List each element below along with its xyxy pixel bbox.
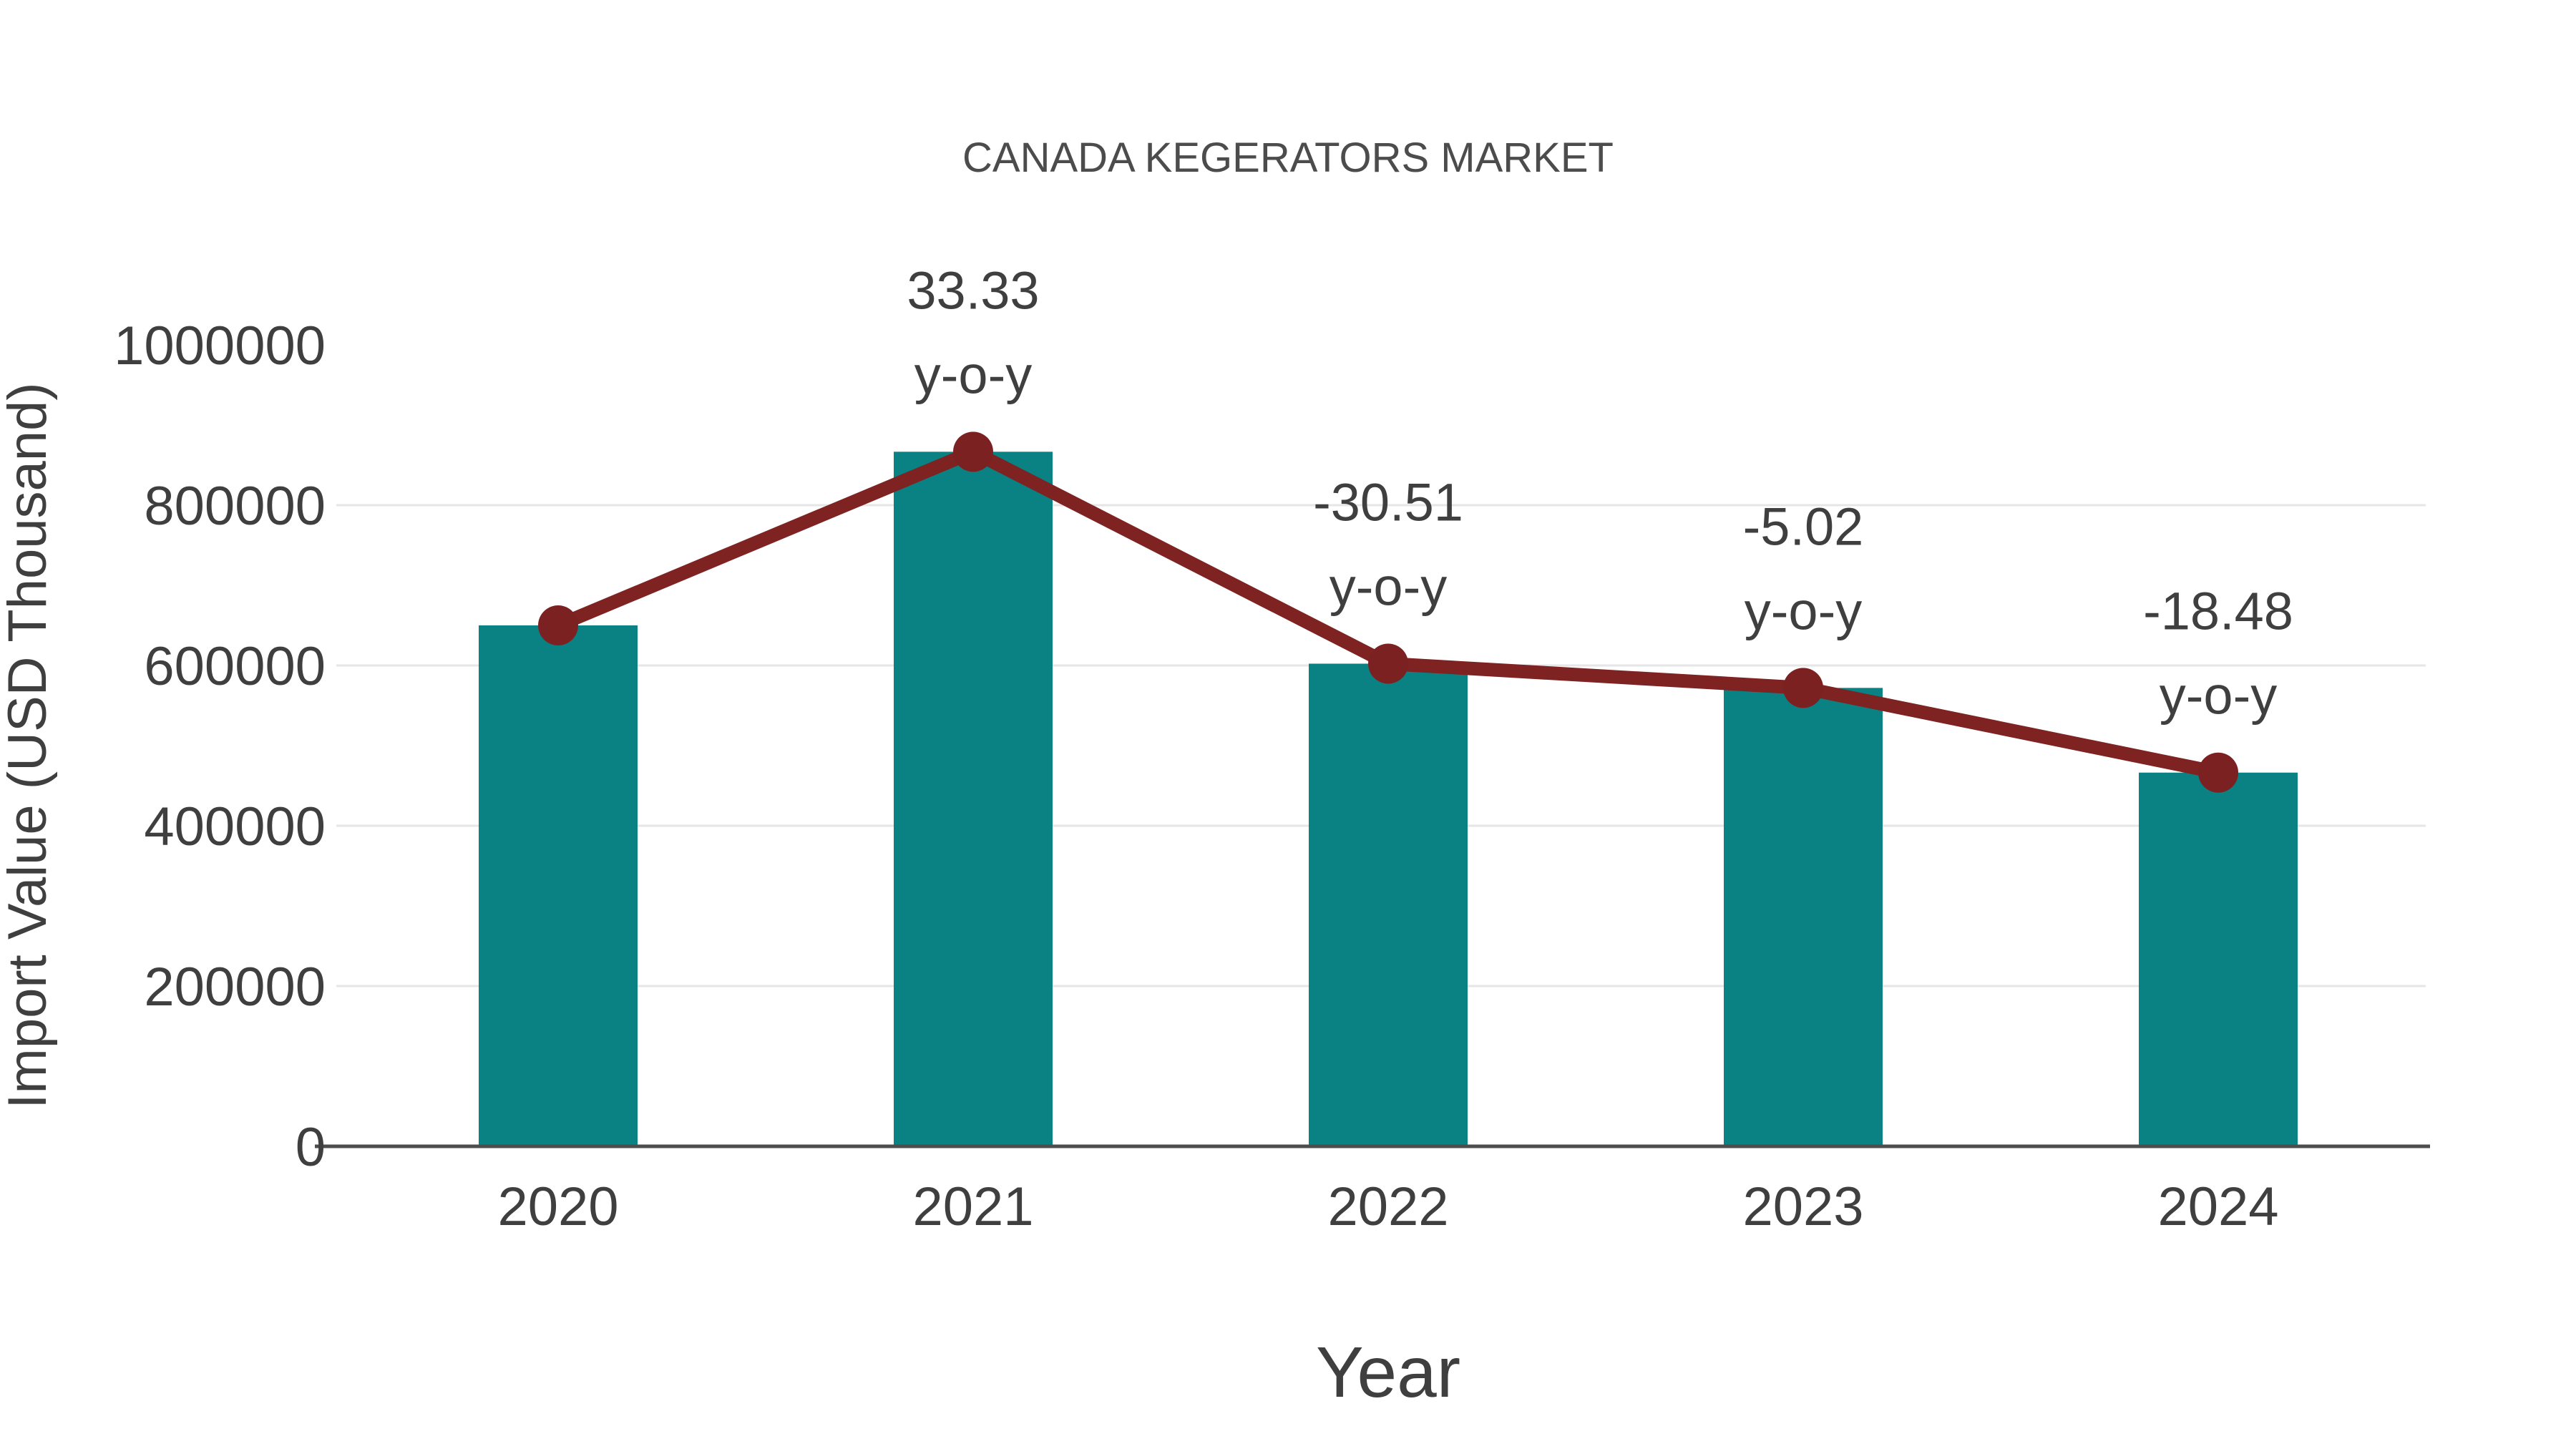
- x-tick-label-2024: 2024: [2157, 1176, 2278, 1237]
- x-axis-ticks: 2020 2021 2022 2023 2024: [497, 1176, 2278, 1237]
- bar-2024: [2139, 772, 2298, 1146]
- bar-2021: [894, 452, 1053, 1146]
- annotation-2024-suffix: y-o-y: [2160, 666, 2277, 726]
- x-tick-label-2020: 2020: [497, 1176, 618, 1237]
- x-tick-label-2022: 2022: [1327, 1176, 1448, 1237]
- annotation-2023-suffix: y-o-y: [1745, 581, 1862, 640]
- y-tick-label-1000000: 1000000: [114, 316, 326, 376]
- line-series: [538, 431, 2238, 793]
- annotation-2021-suffix: y-o-y: [914, 345, 1032, 404]
- trend-marker-2021: [953, 431, 993, 472]
- annotation-2024-value: -18.48: [2143, 582, 2293, 641]
- x-tick-label-2023: 2023: [1742, 1176, 1863, 1237]
- y-tick-label-0: 0: [296, 1117, 326, 1178]
- annotation-2021-value: 33.33: [907, 260, 1039, 320]
- trend-marker-2022: [1368, 643, 1408, 684]
- annotation-2023-value: -5.02: [1743, 497, 1864, 556]
- y-tick-label-600000: 600000: [144, 636, 326, 697]
- x-tick-label-2021: 2021: [912, 1176, 1033, 1237]
- annotation-2022-value: -30.51: [1313, 472, 1463, 532]
- trend-marker-2023: [1783, 668, 1823, 708]
- bar-series: [479, 452, 2298, 1146]
- y-tick-label-800000: 800000: [144, 476, 326, 537]
- bar-2020: [479, 625, 638, 1146]
- y-axis-title: Import Value (USD Thousand): [0, 382, 58, 1108]
- y-tick-label-400000: 400000: [144, 796, 326, 857]
- bar-2022: [1309, 663, 1468, 1146]
- annotation-2022-suffix: y-o-y: [1330, 557, 1447, 616]
- trend-marker-2020: [538, 605, 578, 645]
- trend-marker-2024: [2198, 752, 2238, 793]
- x-axis-title: Year: [1316, 1332, 1460, 1413]
- chart-title: CANADA KEGERATORS MARKET: [962, 135, 1614, 181]
- y-tick-label-200000: 200000: [144, 957, 326, 1018]
- annotations: 33.33 y-o-y -30.51 y-o-y -5.02 y-o-y -18.48 y-o…: [907, 260, 2293, 725]
- y-axis-ticks: 0 200000 400000 600000 800000 1000000: [114, 316, 326, 1178]
- bar-2023: [1724, 688, 1883, 1146]
